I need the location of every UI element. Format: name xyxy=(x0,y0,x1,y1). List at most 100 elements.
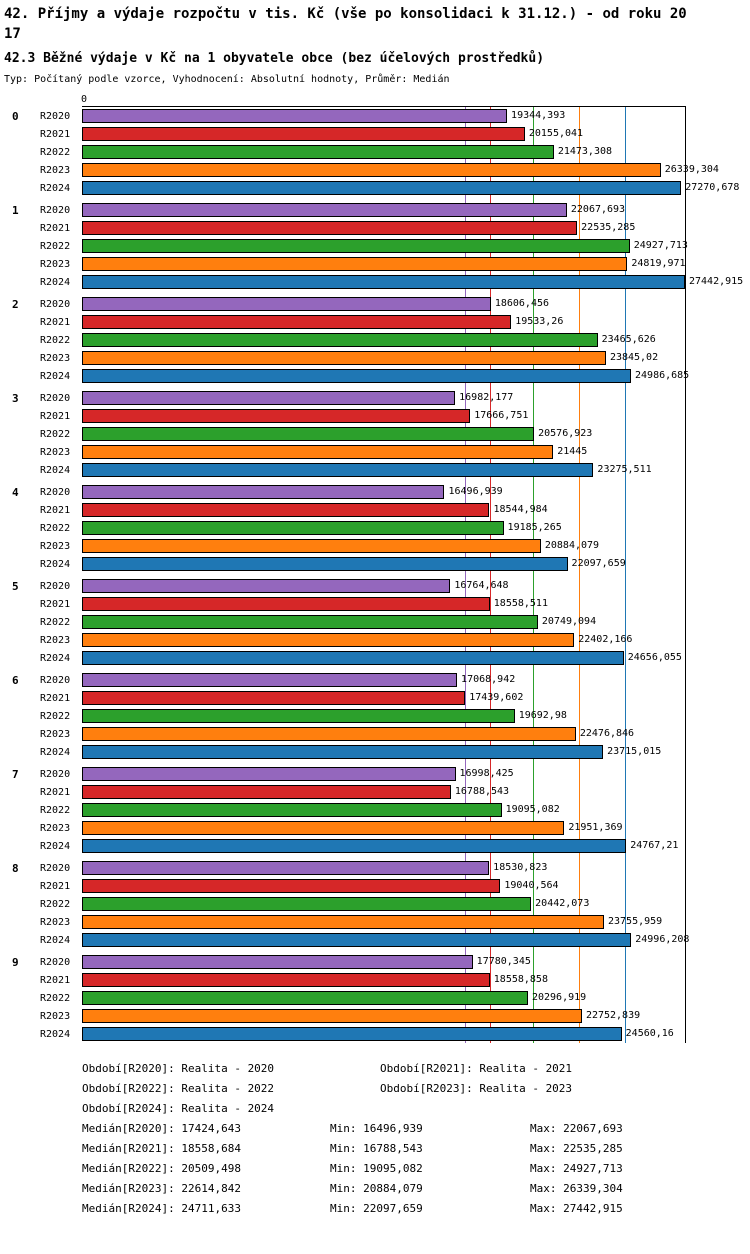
bar-value-label: 20749,094 xyxy=(541,616,597,627)
bar-cell: 27270,678 xyxy=(82,181,746,195)
bar-value-label: 23715,015 xyxy=(607,746,662,757)
bar-value-label: 23755,959 xyxy=(607,916,663,927)
bar-value-label: 22067,693 xyxy=(570,204,626,215)
group-label: 8 xyxy=(12,861,19,875)
bar xyxy=(82,239,630,253)
legend-period-row: Období[R2024]: Realita - 2024 xyxy=(82,1099,746,1119)
chart-bar-row: 3 R2020 16982,177 xyxy=(4,389,746,407)
bar-series-label: R2024 xyxy=(40,746,71,758)
bar-cell: 22067,693 xyxy=(82,203,746,217)
bar-series-label: R2021 xyxy=(40,504,71,516)
chart-bar-row: 2 R2020 18606,456 xyxy=(4,295,746,313)
chart-bar-row: R2022 20296,919 xyxy=(4,989,746,1007)
chart-bar-row: R2022 23465,626 xyxy=(4,331,746,349)
bar-cell: 26339,304 xyxy=(82,163,746,177)
group-label: 4 xyxy=(12,485,19,499)
bar-cell: 18530,823 xyxy=(82,861,746,875)
bar-value-label: 21445 xyxy=(557,446,588,457)
bar-series-label: R2024 xyxy=(40,370,71,382)
bar-series-label: R2021 xyxy=(40,598,71,610)
bar-group-3: 3 R2020 16982,177 R2021 17666,751 R2022 … xyxy=(4,389,746,479)
bar-series-label: R2023 xyxy=(40,822,71,834)
bar-cell: 24819,971 xyxy=(82,257,746,271)
bar-cell: 19344,393 xyxy=(82,109,746,123)
bar-value-label: 17439,602 xyxy=(469,692,524,703)
bar-value-label: 19533,26 xyxy=(515,316,564,327)
bar-series-label: R2022 xyxy=(40,240,71,252)
bar xyxy=(82,109,508,123)
chart-bar-row: R2021 18544,984 xyxy=(4,501,746,519)
bar-cell: 18558,858 xyxy=(82,973,746,987)
bar-series-label: R2024 xyxy=(40,464,71,476)
bar xyxy=(82,257,628,271)
bar-cell: 22752,839 xyxy=(82,1009,746,1023)
legend-period-label: Období[R2023]: Realita - 2023 xyxy=(380,1082,573,1095)
bar-cell: 22402,166 xyxy=(82,633,746,647)
bar-cell: 23755,959 xyxy=(82,915,746,929)
chart-body: 0 R2020 19344,393 R2021 20155,041 R2022 … xyxy=(4,107,746,1043)
bar-cell: 19040,564 xyxy=(82,879,746,893)
median-gridline-R2024 xyxy=(624,107,626,1043)
bar xyxy=(82,221,578,235)
bar-series-label: R2020 xyxy=(40,862,71,874)
bar-value-label: 19040,564 xyxy=(504,880,559,891)
bar xyxy=(82,521,504,535)
bar xyxy=(82,181,682,195)
legend: Období[R2020]: Realita - 2020 Období[R202… xyxy=(82,1059,746,1219)
bar-value-label: 17068,942 xyxy=(461,674,516,685)
chart-bar-row: R2021 20155,041 xyxy=(4,125,746,143)
bar xyxy=(82,297,491,311)
bar-cell: 16788,543 xyxy=(82,785,746,799)
axis-top-line xyxy=(82,106,686,107)
bar-value-label: 16764,648 xyxy=(454,580,509,591)
bar-cell: 24927,713 xyxy=(82,239,746,253)
bar-cell: 21445 xyxy=(82,445,746,459)
chart-bar-row: R2021 22535,285 xyxy=(4,219,746,237)
bar-group-4: 4 R2020 16496,939 R2021 18544,984 R2022 … xyxy=(4,483,746,573)
chart-bar-row: R2024 23715,015 xyxy=(4,743,746,761)
bar xyxy=(82,633,575,647)
bar-series-label: R2024 xyxy=(40,1028,71,1040)
chart-title-line-2: 17 xyxy=(4,26,21,42)
chart-bar-row: R2024 22097,659 xyxy=(4,555,746,573)
stat-min: Min: 20884,079 xyxy=(330,1182,423,1195)
legend-period-row: Období[R2022]: Realita - 2022 Období[R202… xyxy=(82,1079,746,1099)
bar-cell: 24986,685 xyxy=(82,369,746,383)
bar xyxy=(82,615,538,629)
stat-median: Medián[R2021]: 18558,684 xyxy=(82,1142,241,1155)
chart-bar-row: R2022 19185,265 xyxy=(4,519,746,537)
bar-cell: 18606,456 xyxy=(82,297,746,311)
bar xyxy=(82,915,604,929)
bar xyxy=(82,275,685,289)
chart-bar-row: R2024 24767,21 xyxy=(4,837,746,855)
chart-bar-row: R2024 27442,915 xyxy=(4,273,746,291)
page: 42. Příjmy a výdaje rozpočtu v tis. Kč (… xyxy=(4,6,746,1219)
bar-series-label: R2020 xyxy=(40,486,71,498)
bar-series-label: R2022 xyxy=(40,334,71,346)
bar-cell: 16764,648 xyxy=(82,579,746,593)
bar-value-label: 18530,823 xyxy=(493,862,548,873)
stat-median: Medián[R2022]: 20509,498 xyxy=(82,1162,241,1175)
bar-series-label: R2024 xyxy=(40,652,71,664)
axis-zero-label: 0 xyxy=(80,94,88,105)
bar-series-label: R2021 xyxy=(40,880,71,892)
bar xyxy=(82,539,541,553)
bar-series-label: R2024 xyxy=(40,934,71,946)
bar xyxy=(82,767,456,781)
bar-value-label: 21951,369 xyxy=(568,822,623,833)
bar-series-label: R2023 xyxy=(40,916,71,928)
bar-series-label: R2022 xyxy=(40,522,71,534)
group-label: 0 xyxy=(12,109,19,123)
bar-cell: 24767,21 xyxy=(82,839,746,853)
bar-value-label: 24927,713 xyxy=(633,240,688,251)
bar-series-label: R2020 xyxy=(40,580,71,592)
bar-cell: 19095,082 xyxy=(82,803,746,817)
bar-series-label: R2024 xyxy=(40,840,71,852)
stat-min: Min: 16788,543 xyxy=(330,1142,423,1155)
bar-series-label: R2020 xyxy=(40,674,71,686)
bar-series-label: R2023 xyxy=(40,634,71,646)
legend-stats: Medián[R2020]: 17424,643 Min: 16496,939 Ma… xyxy=(82,1119,746,1219)
legend-stats-row: Medián[R2023]: 22614,842 Min: 20884,079 Ma… xyxy=(82,1179,746,1199)
chart-bar-row: 6 R2020 17068,942 xyxy=(4,671,746,689)
bar-group-7: 7 R2020 16998,425 R2021 16788,543 R2022 … xyxy=(4,765,746,855)
